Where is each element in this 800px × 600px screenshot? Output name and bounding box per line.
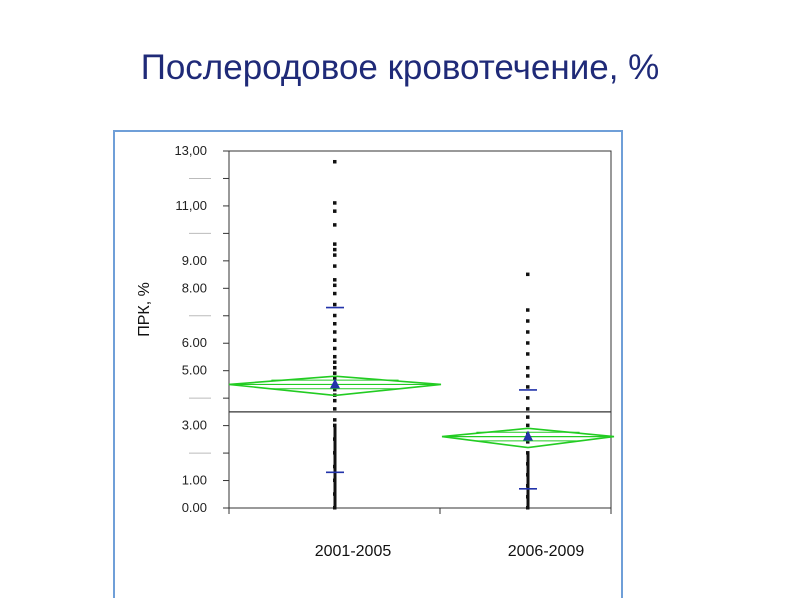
data-point: [333, 423, 337, 428]
data-point: [333, 242, 337, 246]
data-point: [526, 365, 530, 370]
data-point: [333, 247, 337, 252]
data-point: [333, 291, 337, 296]
data-point: [526, 407, 530, 411]
data-point: [333, 201, 337, 205]
data-point: [333, 223, 337, 227]
slide-title: Послеродовое кровотечение, %: [140, 48, 660, 87]
data-point: [333, 278, 337, 282]
chart-frame: ПРК, % 0.00 1.00 3.00 5.00 6.00 8.00 9.00 11,00…: [113, 130, 623, 598]
data-point: [333, 330, 337, 334]
data-point: [333, 354, 337, 359]
group-2001-2005: [228, 159, 442, 510]
y-axis-ticks: 0.00 1.00 3.00 5.00 6.00 8.00 9.00 11,00 13,00: [174, 143, 229, 515]
data-point: [526, 415, 530, 419]
data-point: [526, 330, 530, 334]
data-point: [333, 346, 337, 351]
x-axis: 2001-2005 2006-2009: [228, 508, 612, 560]
data-point: [526, 451, 530, 455]
y-tick-label: 11,00: [175, 198, 207, 213]
data-point: [526, 423, 530, 428]
data-point: [333, 283, 337, 288]
data-point: [526, 319, 530, 323]
chart-plot: ПРК, % 0.00 1.00 3.00 5.00 6.00 8.00 9.00 11,00…: [136, 143, 615, 560]
data-point: [333, 371, 337, 375]
data-point: [526, 396, 530, 400]
data-point: [526, 374, 530, 378]
data-point: [333, 407, 337, 411]
x-category-label: 2001-2005: [315, 543, 392, 560]
data-point: [333, 387, 337, 392]
data-point: [333, 360, 337, 364]
groups: [228, 159, 615, 510]
y-tick-label: 3.00: [182, 418, 207, 433]
data-point: [526, 272, 530, 277]
plot-frame: [228, 150, 612, 509]
data-point: [526, 440, 530, 444]
y-tick-label: 1.00: [182, 473, 207, 488]
data-point: [333, 302, 337, 307]
y-tick-label: 5.00: [182, 363, 207, 378]
data-point: [333, 365, 337, 370]
y-axis-label: ПРК, %: [136, 282, 153, 337]
y-tick-label: 9.00: [182, 253, 207, 268]
data-point: [333, 376, 337, 381]
data-point: [526, 352, 530, 356]
data-point: [333, 253, 337, 257]
group-2006-2009: [441, 272, 615, 510]
y-tick-label: 0.00: [182, 500, 207, 515]
y-tick-label: 13,00: [174, 143, 207, 158]
data-point: [526, 385, 530, 389]
data-point: [333, 322, 337, 326]
mean-marker: [330, 378, 340, 389]
y-tick-label: 6.00: [182, 335, 207, 350]
y-tick-label: 8.00: [182, 280, 207, 295]
data-point: [333, 418, 337, 422]
data-point: [333, 398, 337, 403]
data-point: [333, 159, 337, 164]
data-point: [333, 313, 337, 318]
x-category-label: 2006-2009: [508, 543, 585, 560]
data-point: [526, 341, 530, 345]
data-point: [333, 264, 337, 268]
data-point: [526, 308, 530, 312]
mean-marker: [523, 430, 533, 441]
data-point: [333, 338, 337, 342]
data-point: [333, 209, 337, 213]
